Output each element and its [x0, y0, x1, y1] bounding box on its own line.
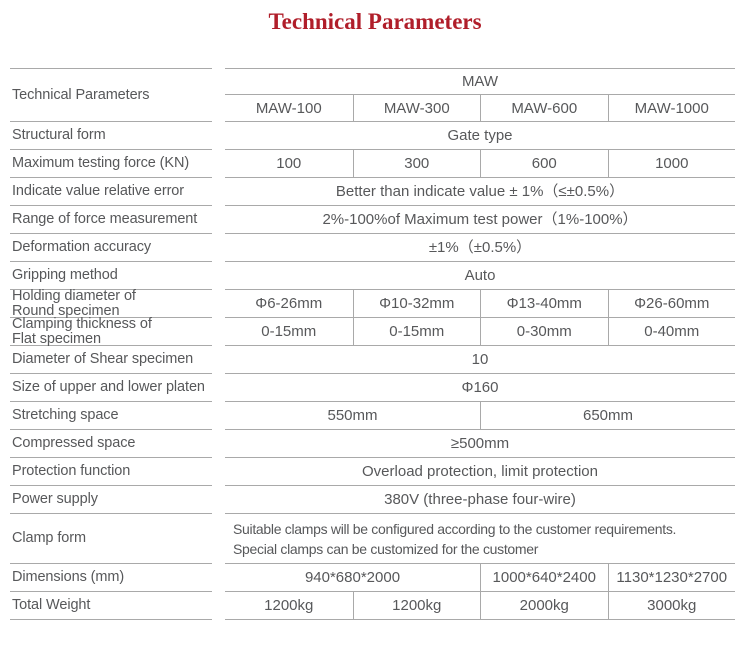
value-cell: 3000kg — [607, 592, 735, 620]
model-header-maw-1000: MAW-1000 — [607, 95, 735, 122]
value-cell: Better than indicate value ± 1%（≤±0.5%） — [225, 178, 735, 206]
row-values: Φ6-26mm Φ10-32mm Φ13-40mm Φ26-60mm — [225, 290, 735, 318]
value-cell: 2%-100%of Maximum test power（1%-100%） — [225, 206, 735, 234]
row-label: Gripping method — [10, 262, 212, 290]
value-cell: Gate type — [225, 122, 735, 150]
value-cell: Φ26-60mm — [607, 290, 735, 318]
model-header-row: MAW-100 MAW-300 MAW-600 MAW-1000 — [225, 95, 735, 122]
value-cell: 1200kg — [352, 592, 480, 620]
row-dimensions: Dimensions (mm) 940*680*2000 1000*640*24… — [10, 564, 735, 592]
row-values: 0-15mm 0-15mm 0-30mm 0-40mm — [225, 318, 735, 346]
value-cell: 1200kg — [225, 592, 353, 620]
row-label: Deformation accuracy — [10, 234, 212, 262]
row-values: Φ160 — [225, 374, 735, 402]
row-range-of-force-measurement: Range of force measurement 2%-100%of Max… — [10, 206, 735, 234]
row-structural-form: Structural form Gate type — [10, 122, 735, 150]
model-header-maw-300: MAW-300 — [352, 95, 480, 122]
row-values: ≥500mm — [225, 430, 735, 458]
technical-parameters-table: Technical Parameters MAW MAW-100 MAW-300… — [10, 68, 735, 620]
value-cell: 600 — [480, 150, 608, 178]
model-header-maw-600: MAW-600 — [480, 95, 608, 122]
row-label: Total Weight — [10, 592, 212, 620]
row-label: Protection function — [10, 458, 212, 486]
row-holding-diameter-round-specimen: Holding diameter of Round specimen Φ6-26… — [10, 289, 735, 318]
row-total-weight: Total Weight 1200kg 1200kg 2000kg 3000kg — [10, 592, 735, 620]
value-cell: 0-30mm — [480, 318, 608, 346]
row-label: Indicate value relative error — [10, 178, 212, 206]
value-cell: Φ160 — [225, 374, 735, 402]
value-cell: 0-15mm — [225, 318, 353, 346]
row-power-supply: Power supply 380V (three-phase four-wire… — [10, 486, 735, 514]
model-header-maw-100: MAW-100 — [225, 95, 353, 122]
value-cell: 380V (three-phase four-wire) — [225, 486, 735, 514]
row-values: Auto — [225, 262, 735, 290]
value-cell: Auto — [225, 262, 735, 290]
row-label: Stretching space — [10, 402, 212, 430]
row-label: Diameter of Shear specimen — [10, 346, 212, 374]
value-cell: 1000*640*2400 — [480, 564, 608, 592]
value-cell: Φ10-32mm — [352, 290, 480, 318]
row-maximum-testing-force: Maximum testing force (KN) 100 300 600 1… — [10, 150, 735, 178]
value-cell: Suitable clamps will be configured accor… — [225, 514, 735, 564]
row-clamp-form: Clamp form Suitable clamps will be confi… — [10, 514, 735, 564]
value-cell: 100 — [225, 150, 353, 178]
header-values: MAW MAW-100 MAW-300 MAW-600 MAW-1000 — [225, 68, 735, 122]
row-label: Range of force measurement — [10, 206, 212, 234]
value-cell: 940*680*2000 — [225, 564, 480, 592]
row-deformation-accuracy: Deformation accuracy ±1%（±0.5%） — [10, 234, 735, 262]
value-cell: 300 — [352, 150, 480, 178]
row-values: 1200kg 1200kg 2000kg 3000kg — [225, 592, 735, 620]
value-cell: Φ13-40mm — [480, 290, 608, 318]
value-cell: 1130*1230*2700 — [607, 564, 735, 592]
value-cell: 650mm — [480, 402, 735, 430]
row-gripping-method: Gripping method Auto — [10, 262, 735, 290]
row-indicate-value-relative-error: Indicate value relative error Better tha… — [10, 178, 735, 206]
row-values: ±1%（±0.5%） — [225, 234, 735, 262]
value-cell: 0-40mm — [607, 318, 735, 346]
row-label: Size of upper and lower platen — [10, 374, 212, 402]
value-cell: 0-15mm — [352, 318, 480, 346]
value-cell: Φ6-26mm — [225, 290, 353, 318]
value-cell: ≥500mm — [225, 430, 735, 458]
row-label: Clamping thickness of Flat specimen — [10, 317, 212, 346]
row-stretching-space: Stretching space 550mm 650mm — [10, 402, 735, 430]
row-values: 550mm 650mm — [225, 402, 735, 430]
row-values: 100 300 600 1000 — [225, 150, 735, 178]
row-values: 940*680*2000 1000*640*2400 1130*1230*270… — [225, 564, 735, 592]
row-label: Maximum testing force (KN) — [10, 150, 212, 178]
row-label: Dimensions (mm) — [10, 564, 212, 592]
row-values: Overload protection, limit protection — [225, 458, 735, 486]
header-row-label: Technical Parameters — [10, 68, 212, 122]
row-values: Gate type — [225, 122, 735, 150]
row-values: 380V (three-phase four-wire) — [225, 486, 735, 514]
row-clamping-thickness-flat-specimen: Clamping thickness of Flat specimen 0-15… — [10, 317, 735, 346]
row-label: Holding diameter of Round specimen — [10, 289, 212, 318]
row-values: 2%-100%of Maximum test power（1%-100%） — [225, 206, 735, 234]
page-title: Technical Parameters — [268, 9, 482, 34]
row-values: Suitable clamps will be configured accor… — [225, 514, 735, 564]
table-header-row: Technical Parameters MAW MAW-100 MAW-300… — [10, 68, 735, 122]
row-label: Power supply — [10, 486, 212, 514]
series-name-cell: MAW — [225, 69, 735, 95]
row-protection-function: Protection function Overload protection,… — [10, 458, 735, 486]
value-cell: 1000 — [607, 150, 735, 178]
value-cell: 2000kg — [480, 592, 608, 620]
value-cell: 550mm — [225, 402, 480, 430]
row-size-of-platen: Size of upper and lower platen Φ160 — [10, 374, 735, 402]
row-values: Better than indicate value ± 1%（≤±0.5%） — [225, 178, 735, 206]
row-label: Structural form — [10, 122, 212, 150]
row-diameter-of-shear-specimen: Diameter of Shear specimen 10 — [10, 346, 735, 374]
value-cell: Overload protection, limit protection — [225, 458, 735, 486]
value-cell: ±1%（±0.5%） — [225, 234, 735, 262]
value-cell: 10 — [225, 346, 735, 374]
row-values: 10 — [225, 346, 735, 374]
row-label: Compressed space — [10, 430, 212, 458]
row-label: Clamp form — [10, 514, 212, 564]
row-compressed-space: Compressed space ≥500mm — [10, 430, 735, 458]
